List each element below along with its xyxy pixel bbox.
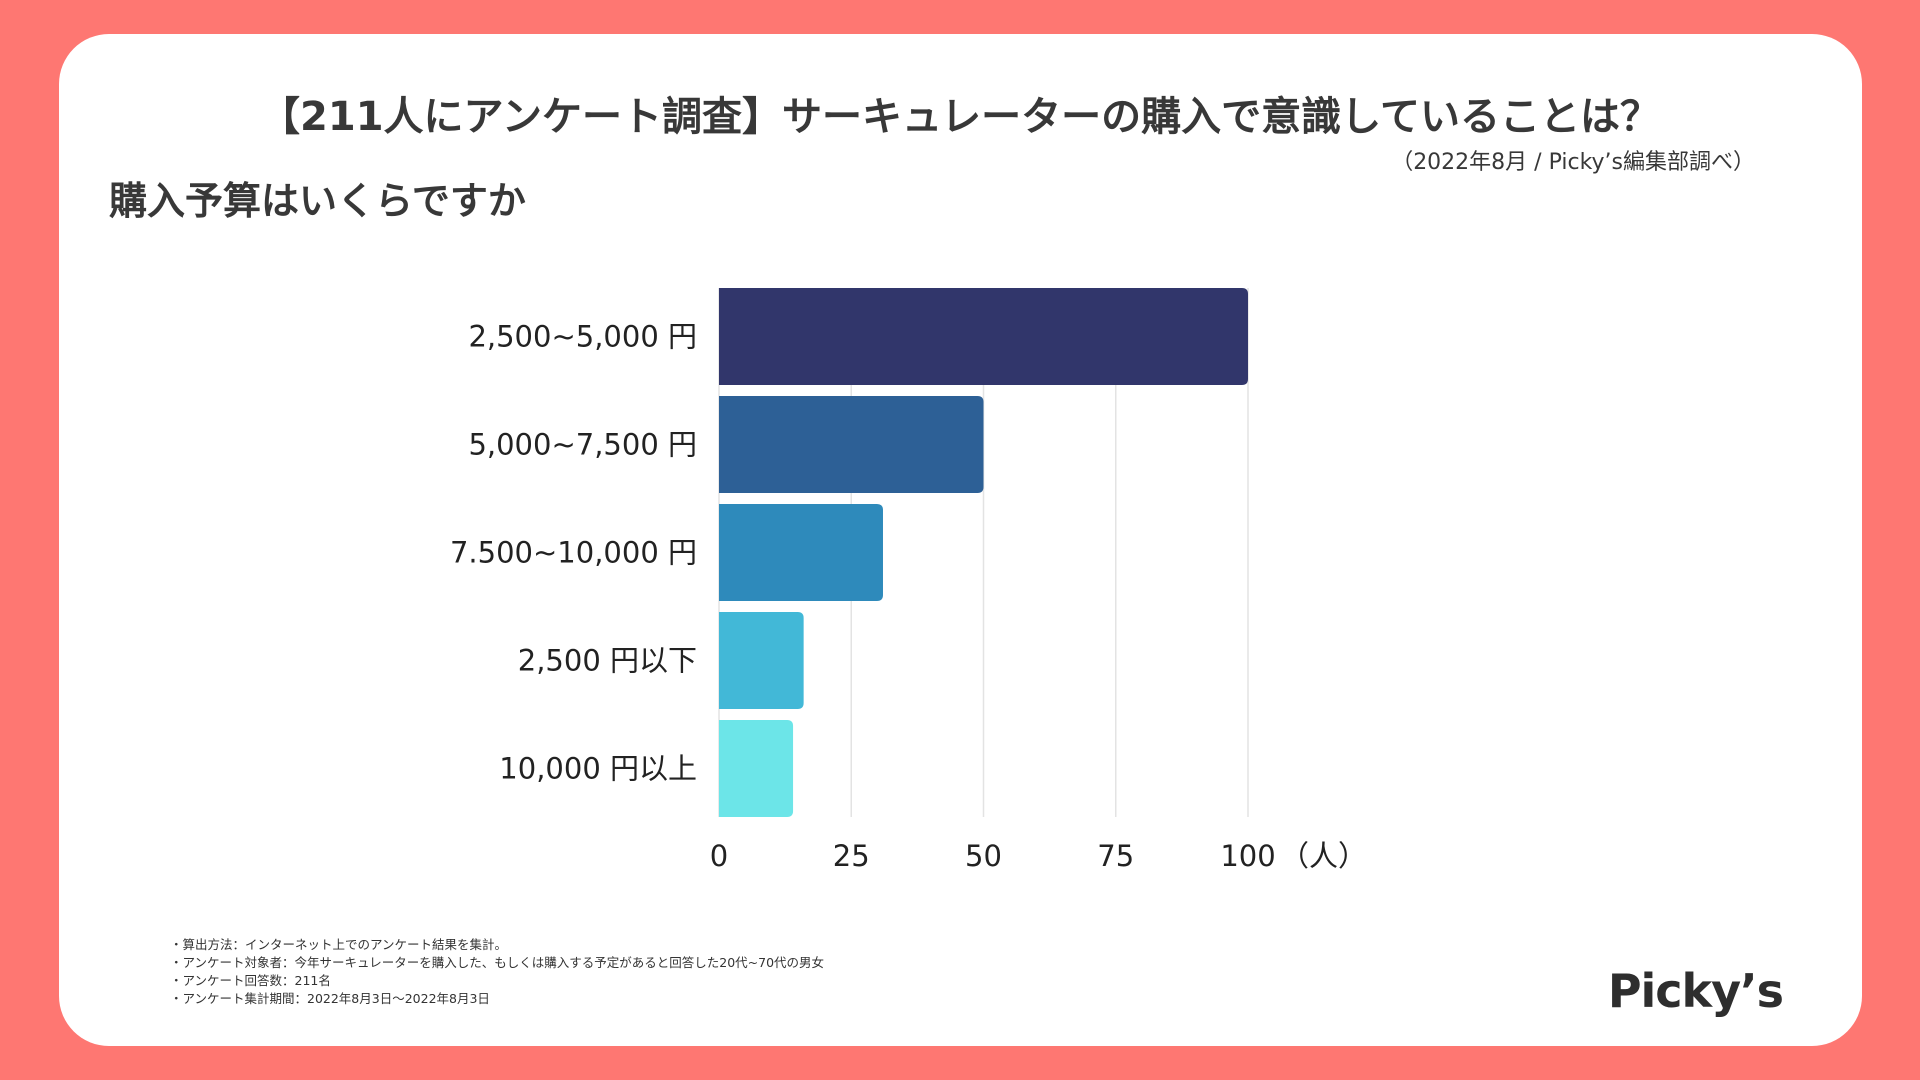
x-tick-label-2: 50 [965,839,1002,873]
category-label-3: 2,500 円以下 [518,644,697,678]
note-method: ・算出方法：インターネット上でのアンケート結果を集計。 [170,937,508,952]
source-note: （2022年8月 / Picky’s編集部調べ） [1391,150,1755,175]
note-count: ・アンケート回答数：211名 [170,973,331,988]
category-label-1: 5,000~7,500 円 [468,428,697,462]
bar-0 [719,288,1248,385]
x-tick-label-3: 75 [1097,839,1134,873]
pickys-logo: Picky’s [1607,964,1784,1018]
bar-2 [719,504,883,601]
note-target: ・アンケート対象者：今年サーキュレーターを購入した、もしくは購入する予定があると… [170,955,825,970]
x-axis-unit-label: （人） [1280,839,1367,873]
bar-4 [719,720,794,817]
bar-1 [719,396,984,493]
category-label-0: 2,500~5,000 円 [468,320,697,354]
question-heading: 購入予算はいくらですか [109,179,526,223]
note-period: ・アンケート集計期間：2022年8月3日〜2022年8月3日 [170,991,490,1006]
x-tick-label-1: 25 [833,839,870,873]
x-tick-label-0: 0 [710,839,728,873]
category-label-4: 10,000 円以上 [499,752,697,786]
x-tick-label-4: 100 [1220,839,1275,873]
bar-3 [719,612,804,709]
chart-card [59,34,1862,1046]
chart-title: 【211人にアンケート調査】サーキュレーターの購入で意識していることは？ [260,94,1660,140]
category-label-2: 7.500~10,000 円 [450,536,697,570]
survey-notes: ・算出方法：インターネット上でのアンケート結果を集計。 ・アンケート対象者：今年… [170,936,824,1008]
